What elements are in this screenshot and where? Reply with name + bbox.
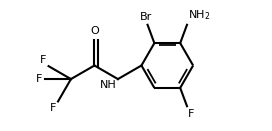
Text: O: O	[90, 26, 99, 36]
Text: NH$_2$: NH$_2$	[188, 8, 211, 22]
Text: F: F	[36, 74, 42, 84]
Text: F: F	[39, 55, 46, 65]
Text: Br: Br	[140, 12, 152, 22]
Text: F: F	[188, 109, 195, 119]
Text: NH: NH	[100, 80, 117, 90]
Text: F: F	[50, 103, 57, 113]
